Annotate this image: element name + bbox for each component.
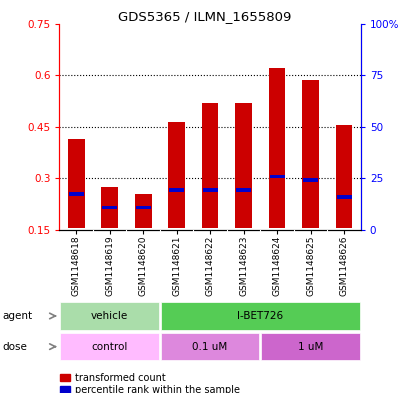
- Text: GSM1148619: GSM1148619: [105, 235, 114, 296]
- Bar: [169, 189, 184, 192]
- Text: vehicle: vehicle: [91, 311, 128, 321]
- Bar: [101, 187, 118, 228]
- Text: GSM1148623: GSM1148623: [238, 235, 247, 296]
- Bar: [202, 189, 217, 192]
- Text: GSM1148621: GSM1148621: [172, 235, 181, 296]
- Legend: transformed count, percentile rank within the sample: transformed count, percentile rank withi…: [60, 373, 239, 393]
- Bar: [68, 192, 83, 196]
- Bar: [168, 121, 184, 228]
- Text: I-BET726: I-BET726: [237, 311, 283, 321]
- Text: GSM1148625: GSM1148625: [306, 235, 314, 296]
- Bar: [60, 333, 159, 360]
- Bar: [135, 194, 151, 228]
- Bar: [336, 195, 351, 199]
- Bar: [268, 68, 285, 228]
- Bar: [302, 178, 317, 182]
- Bar: [269, 175, 284, 178]
- Text: agent: agent: [2, 311, 32, 321]
- Text: GSM1148620: GSM1148620: [138, 235, 147, 296]
- Bar: [102, 206, 117, 209]
- Bar: [60, 302, 159, 330]
- Text: GSM1148624: GSM1148624: [272, 235, 281, 296]
- Bar: [160, 302, 359, 330]
- Bar: [135, 206, 151, 209]
- Text: control: control: [91, 342, 128, 352]
- Text: GSM1148622: GSM1148622: [205, 235, 214, 296]
- Bar: [235, 103, 252, 228]
- Bar: [67, 139, 84, 228]
- Text: GSM1148618: GSM1148618: [72, 235, 81, 296]
- Bar: [301, 80, 318, 228]
- Bar: [236, 189, 251, 192]
- Bar: [261, 333, 359, 360]
- Text: 1 uM: 1 uM: [297, 342, 322, 352]
- Text: 0.1 uM: 0.1 uM: [192, 342, 227, 352]
- Text: dose: dose: [2, 342, 27, 352]
- Bar: [335, 125, 352, 228]
- Text: GDS5365 / ILMN_1655809: GDS5365 / ILMN_1655809: [118, 10, 291, 23]
- Text: GSM1148626: GSM1148626: [339, 235, 348, 296]
- Bar: [160, 333, 259, 360]
- Bar: [201, 103, 218, 228]
